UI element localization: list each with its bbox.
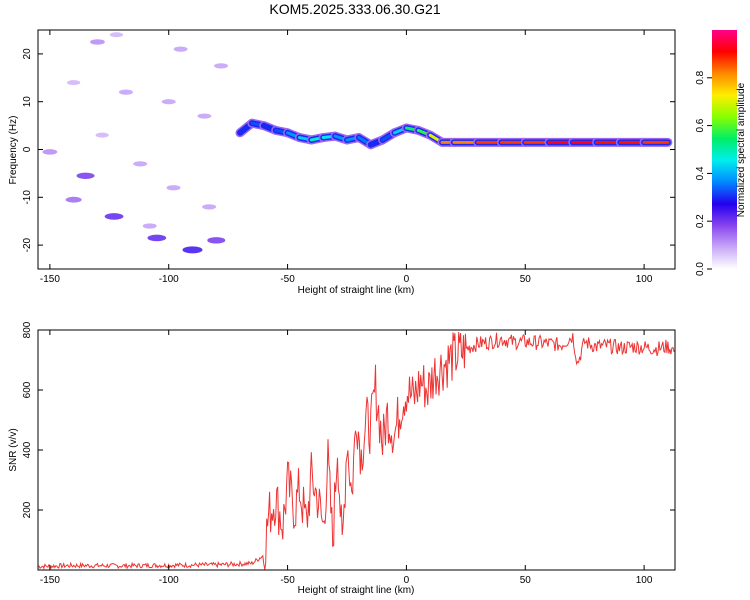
- colorbar-tick-label: 0.6: [695, 118, 706, 132]
- colorbar-gradient: [712, 30, 737, 269]
- spectrogram-y-ticks: -20 -10 0 10 20: [22, 48, 675, 252]
- snr-y-tick-label: 400: [22, 441, 33, 458]
- spectrogram-x-tick-label: -100: [159, 274, 179, 285]
- spectrogram-noise-patch: [161, 99, 176, 105]
- spectrogram-noise-patch: [104, 213, 124, 220]
- spectrogram-x-tick-label: 50: [520, 274, 532, 285]
- snr-y-label: SNR (v/v): [8, 428, 19, 471]
- colorbar-ticks: 0.0 0.2 0.4 0.6 0.8: [695, 70, 712, 276]
- spectrogram-noise-patch: [214, 63, 229, 69]
- spectrogram-x-tick-label: 100: [636, 274, 653, 285]
- spectrogram-y-tick-label: -10: [22, 190, 33, 205]
- spectrogram-x-tick-label: 0: [404, 274, 410, 285]
- spectrogram-noise-patch: [166, 185, 181, 191]
- spectrogram-noise-patch: [67, 80, 81, 86]
- snr-x-label: Height of straight line (km): [298, 585, 415, 596]
- colorbar-tick-label: 0.8: [695, 70, 706, 84]
- snr-x-tick-label: 0: [404, 575, 410, 586]
- spectrogram-x-tick-label: -50: [280, 274, 295, 285]
- snr-x-tick-label: -150: [40, 575, 60, 586]
- snr-y-ticks: 200 400 600 800: [22, 321, 675, 518]
- spectrogram-noise-patch: [76, 172, 95, 179]
- spectrogram-x-ticks: -150 -100 -50 0 50 100: [40, 30, 653, 285]
- snr-frame: [37, 329, 676, 571]
- snr-x-tick-label: -50: [280, 575, 295, 586]
- snr-y-tick-label: 600: [22, 381, 33, 398]
- snr-x-tick-label: -100: [159, 575, 179, 586]
- spectrogram-noise-patch: [65, 196, 82, 203]
- colorbar-label: Normalized spectral amplitude: [736, 82, 747, 217]
- spectrogram-y-tick-label: 10: [22, 96, 33, 108]
- spectrogram-y-tick-label: 20: [22, 48, 33, 60]
- spectrogram-x-tick-label: -150: [40, 274, 60, 285]
- snr-panel: -150 -100 -50 0 50 100 200 400 600 800 Height of…: [8, 321, 676, 596]
- chart-title: KOM5.2025.333.06.30.G21: [269, 1, 440, 17]
- spectrogram-noise-patch: [109, 32, 124, 38]
- spectrogram-noise-patch: [182, 246, 203, 254]
- spectrogram-noise-patch: [207, 237, 226, 244]
- spectrogram-y-label: Frequency (Hz): [8, 116, 19, 185]
- colorbar-tick-label: 0.4: [695, 166, 706, 180]
- snr-y-tick-label: 200: [22, 501, 33, 518]
- colorbar-tick-label: 0.0: [695, 262, 706, 276]
- spectrogram-noise-patch: [95, 132, 109, 138]
- spectrogram-noise-patch: [133, 161, 148, 167]
- snr-x-tick-label: 50: [520, 575, 532, 586]
- spectrogram-plot-area: [42, 32, 673, 254]
- spectrogram-noise-patch: [147, 234, 167, 242]
- snr-x-tick-label: 100: [636, 575, 653, 586]
- spectrogram-noise-patch: [142, 223, 157, 229]
- spectrogram-noise-patch: [118, 89, 133, 95]
- spectrogram-noise-patch: [173, 46, 188, 52]
- snr-y-tick-label: 800: [22, 321, 33, 338]
- spectrogram-x-label: Height of straight line (km): [298, 285, 415, 296]
- snr-x-ticks: -150 -100 -50 0 50 100: [40, 330, 653, 586]
- spectrogram-noise-patch: [202, 204, 217, 210]
- spectrogram-noise-patch: [90, 39, 105, 45]
- colorbar-tick-label: 0.2: [695, 214, 706, 228]
- spectrogram-noise-patch: [42, 149, 58, 155]
- spectrogram-y-tick-label: 0: [22, 146, 33, 152]
- spectrogram-y-tick-label: -20: [22, 237, 33, 252]
- colorbar: 0.0 0.2 0.4 0.6 0.8 Normalized spectral ampl…: [695, 30, 747, 276]
- snr-series-line: [37, 332, 676, 570]
- spectrogram-frame: [37, 29, 676, 270]
- spectrogram-noise-patch: [197, 113, 212, 119]
